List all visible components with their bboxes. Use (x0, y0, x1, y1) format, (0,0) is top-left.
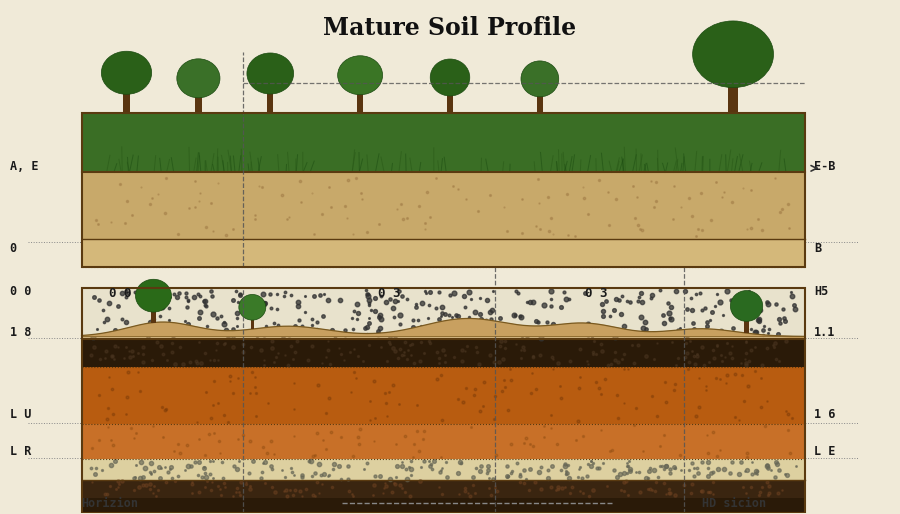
Bar (728, 78, 739, 114)
Ellipse shape (521, 61, 559, 97)
Text: 0 0: 0 0 (109, 287, 131, 300)
Ellipse shape (136, 279, 171, 312)
Bar (82, 498, 805, 513)
Bar (195, 92, 202, 114)
Ellipse shape (338, 56, 382, 95)
Bar (82, 480, 805, 498)
Bar (82, 239, 805, 267)
Text: Mature Soil Profile: Mature Soil Profile (323, 16, 577, 40)
Text: Horizion: Horizion (82, 497, 139, 510)
Bar (82, 114, 805, 267)
Ellipse shape (176, 59, 220, 98)
Text: L R: L R (10, 445, 32, 458)
Text: H5: H5 (814, 285, 828, 299)
Bar (82, 288, 805, 339)
Text: HD sicion: HD sicion (702, 497, 766, 510)
Bar (82, 424, 805, 460)
Bar (151, 307, 156, 323)
Bar (123, 88, 130, 114)
Bar (250, 316, 254, 329)
Bar (82, 367, 805, 424)
Text: 1 6: 1 6 (814, 409, 835, 421)
Ellipse shape (731, 290, 762, 321)
Text: L U: L U (10, 409, 32, 421)
Text: E-B: E-B (814, 160, 835, 173)
Ellipse shape (238, 295, 266, 320)
Bar (82, 172, 805, 239)
Bar (82, 114, 805, 172)
Text: L E: L E (814, 445, 835, 458)
Text: 1 8: 1 8 (10, 326, 32, 339)
Ellipse shape (102, 51, 152, 94)
Text: 0 3: 0 3 (585, 287, 608, 300)
Text: 1.1: 1.1 (814, 326, 835, 339)
Bar (447, 90, 453, 114)
Bar (267, 88, 274, 114)
Text: 0: 0 (10, 242, 17, 255)
Text: B: B (814, 242, 821, 255)
Text: 0 3: 0 3 (378, 287, 400, 300)
Bar (357, 89, 364, 114)
Bar (536, 91, 543, 114)
Bar (82, 460, 805, 480)
Bar (82, 288, 805, 513)
Text: 0 0: 0 0 (10, 285, 32, 299)
Bar (82, 339, 805, 367)
Text: A, E: A, E (10, 160, 38, 173)
Ellipse shape (430, 59, 470, 96)
Ellipse shape (247, 53, 293, 94)
Bar (743, 317, 749, 333)
Ellipse shape (693, 21, 773, 87)
